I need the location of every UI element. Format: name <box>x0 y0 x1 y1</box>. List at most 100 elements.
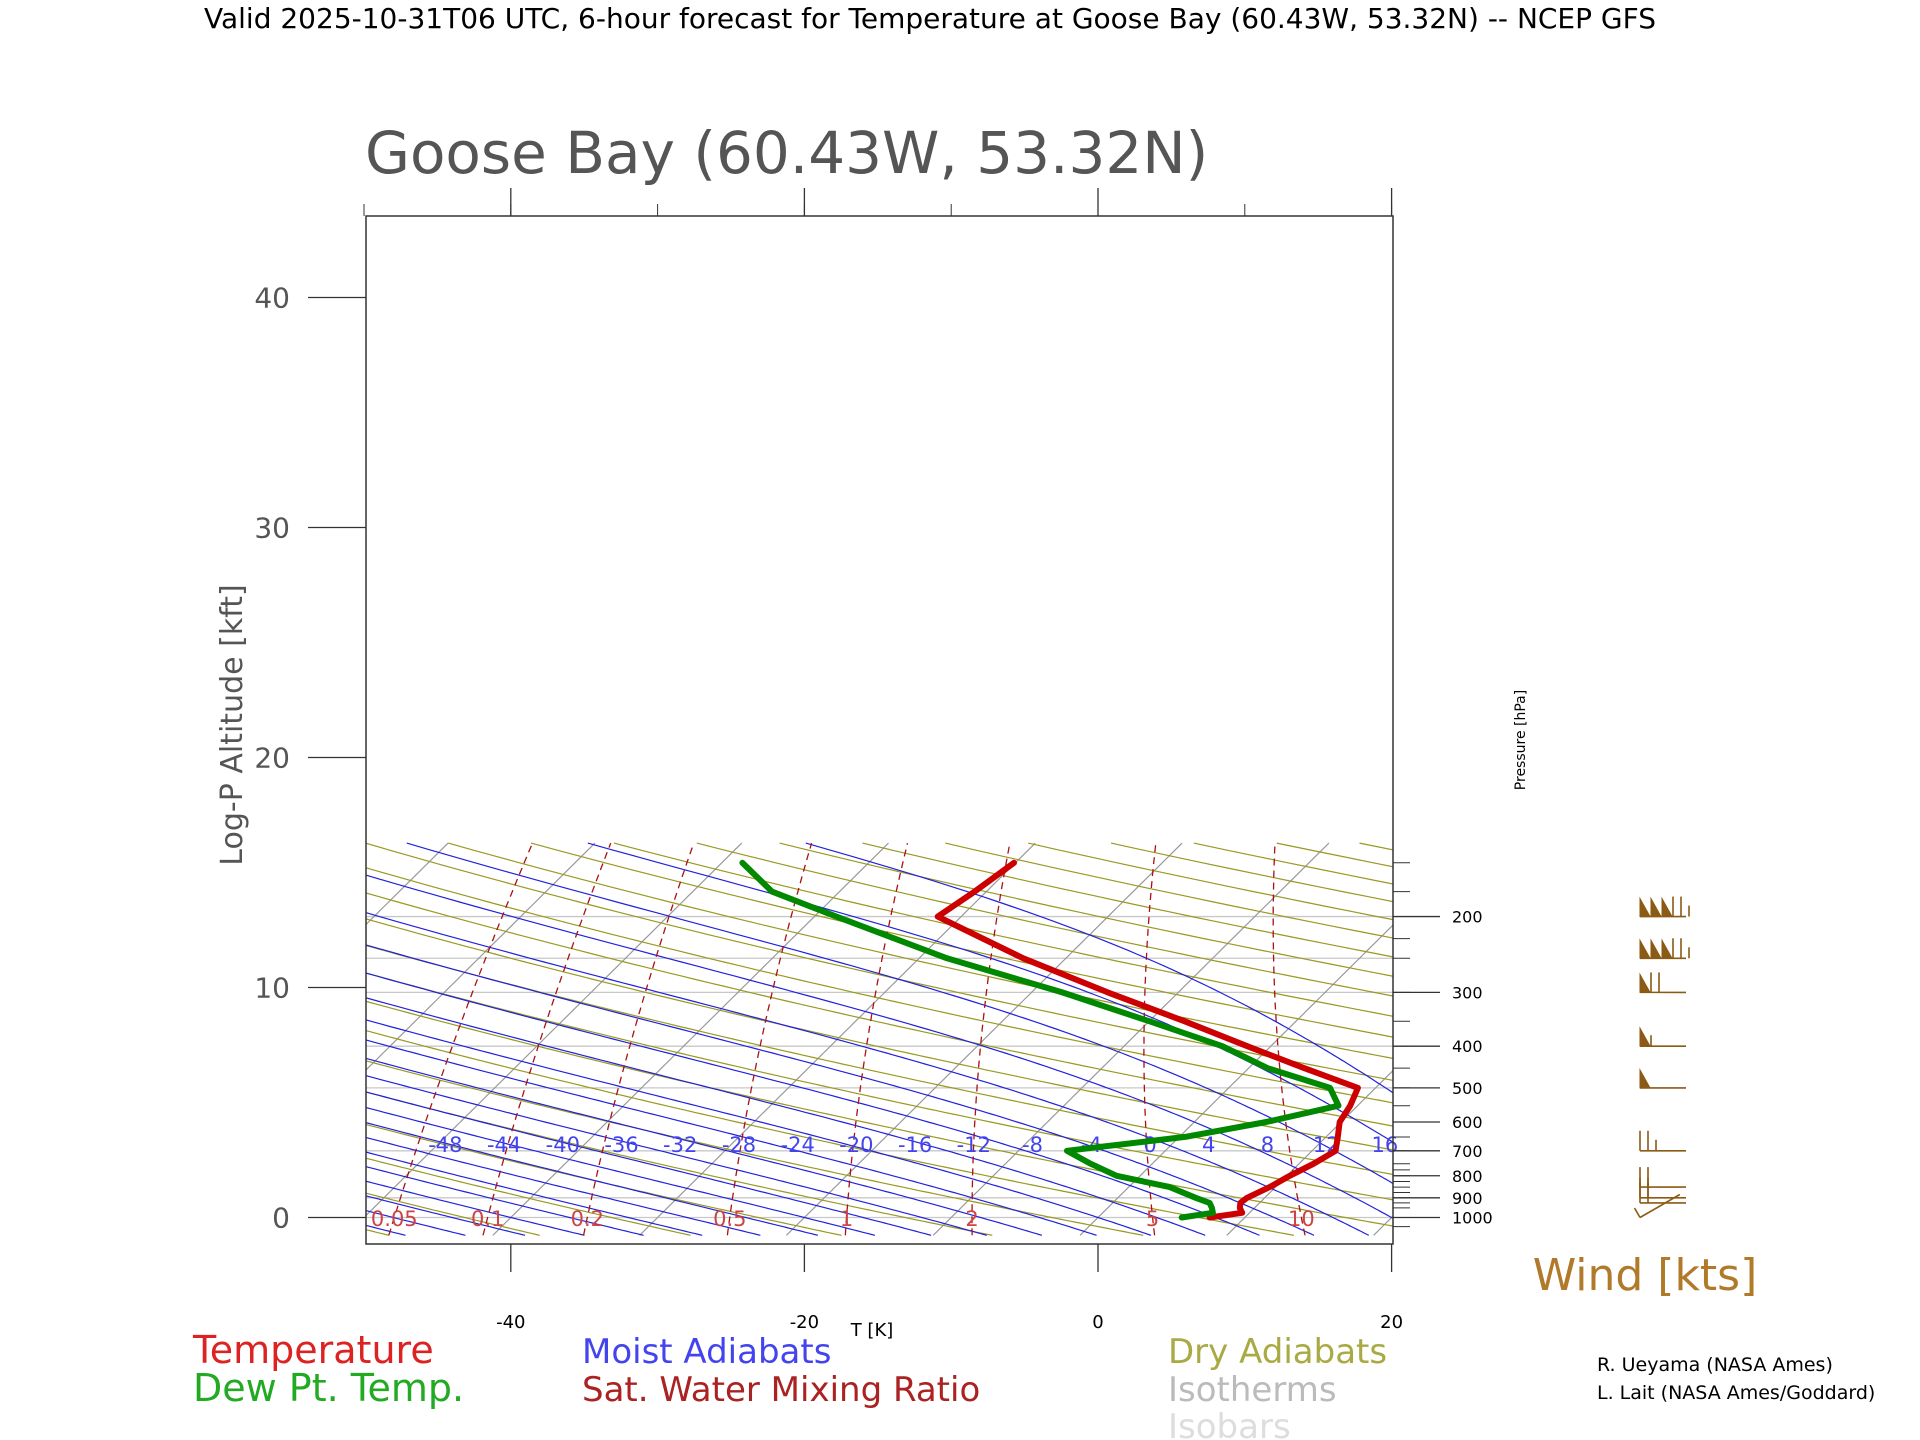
chart-title: Goose Bay (60.43W, 53.32N) <box>365 119 1208 187</box>
mixing-ratio-lines <box>388 842 1306 1236</box>
dry-adiabat-line <box>366 1029 1295 1236</box>
wind-barb <box>1639 1026 1687 1047</box>
moist-adiabat-line <box>366 972 1260 1236</box>
pressure-tick-label: 600 <box>1452 1113 1483 1132</box>
isotherm-line <box>932 842 1330 1236</box>
dry-adiabat-line <box>696 842 1393 997</box>
moist-adiabat-line <box>366 1136 761 1236</box>
dry-adiabat-line <box>366 1060 1144 1236</box>
isotherm-line <box>0 843 8 1235</box>
dry-adiabat-line <box>366 1192 540 1236</box>
moist-adiabat-label: 0 <box>1143 1133 1156 1157</box>
moist-adiabat-label: -20 <box>839 1133 873 1157</box>
wind-barbs <box>1633 896 1690 1219</box>
isotherm-line <box>1079 924 1393 1236</box>
dry-adiabat-line <box>1774 843 1920 1235</box>
moist-adiabat-line <box>805 842 1393 1094</box>
moist-adiabat-line <box>366 1122 819 1236</box>
pressure-tick-label: 1000 <box>1452 1209 1493 1228</box>
moist-adiabat-label: -36 <box>604 1133 638 1157</box>
mixing-ratio-line <box>582 842 695 1236</box>
legend-isobars: Isobars <box>1168 1407 1291 1440</box>
barb-flag <box>1639 1067 1651 1089</box>
moist-adiabat-line <box>366 1224 406 1236</box>
credit-lait: L. Lait (NASA Ames/Goddard) <box>1597 1382 1875 1404</box>
moist-adiabat-label: -16 <box>898 1133 932 1157</box>
pressure-tick-label: 700 <box>1452 1142 1483 1161</box>
pressure-tick-label: 900 <box>1452 1189 1483 1208</box>
isotherm-line <box>366 842 596 1071</box>
isotherm-line <box>0 843 155 1235</box>
dry-adiabat-line <box>1608 843 1920 1235</box>
mixing-ratio-labels: 0.05 0.1 0.2 0.5 1 2 5 10 <box>371 1207 1315 1231</box>
dry-adiabat-line <box>366 1123 842 1236</box>
moist-adiabat-labels: -48 -44 -40 -36 -32 -28 -24 -20 -16 -12 -8 -4 0 4 8 12 1… <box>428 1133 1398 1157</box>
isotherm-line <box>639 842 1036 1236</box>
x-axis-label: T [K] <box>850 1320 894 1341</box>
dry-adiabat-line <box>366 944 1393 1176</box>
mixing-ratio-label: 2 <box>965 1207 978 1231</box>
temperature-tick-label: 20 <box>1380 1312 1403 1333</box>
temperature-tick-label: -40 <box>496 1312 525 1333</box>
moist-adiabat-line <box>366 1091 932 1236</box>
dry-adiabat-line <box>945 842 1393 939</box>
pressure-tick-label: 200 <box>1452 908 1483 927</box>
barb-flag <box>1650 938 1662 959</box>
legend-dewpoint: Dew Pt. Temp. <box>193 1366 464 1410</box>
moist-adiabat-lines <box>0 842 1393 1236</box>
moist-adiabat-label: -32 <box>663 1133 697 1157</box>
dry-adiabat-line <box>366 918 1393 1151</box>
legend-moist-adiabats: Moist Adiabats <box>582 1332 831 1372</box>
dry-adiabat-line <box>448 842 1393 1060</box>
legend-dry-adiabats: Dry Adiabats <box>1168 1332 1387 1372</box>
altitude-tick-label: 40 <box>254 282 290 315</box>
mixing-ratio-label: 10 <box>1288 1207 1315 1231</box>
pressure-axis-label: Pressure [hPa] <box>1513 690 1529 790</box>
mixing-ratio-line <box>844 842 909 1236</box>
mixing-ratio-label: 0.5 <box>713 1207 746 1231</box>
header-line: Valid 2025-10-31T06 UTC, 6-hour forecast… <box>204 2 1656 35</box>
moist-adiabat-line <box>366 1195 526 1236</box>
moist-adiabat-line <box>366 912 1370 1236</box>
moist-adiabat-label: -8 <box>1022 1133 1043 1157</box>
pressure-tick-label: 800 <box>1452 1167 1483 1186</box>
moist-adiabat-line <box>366 1019 1152 1236</box>
credit-ueyama: R. Ueyama (NASA Ames) <box>1597 1354 1833 1376</box>
barb-flag <box>1661 896 1673 918</box>
moist-adiabat-line <box>0 843 285 1235</box>
isotherm-line <box>366 842 449 926</box>
mixing-ratio-line <box>1143 843 1157 1236</box>
temperature-tick-label: 0 <box>1092 1312 1103 1333</box>
isotherm-line <box>0 843 301 1235</box>
moist-adiabat-label: 4 <box>1202 1133 1215 1157</box>
dry-adiabat-line <box>613 842 1393 1017</box>
wind-label: Wind [kts] <box>1533 1250 1758 1301</box>
barb-flag <box>1639 1026 1651 1047</box>
dry-adiabat-line <box>366 1229 390 1236</box>
dry-adiabat-line <box>1691 843 1920 1235</box>
barb-flag <box>1639 896 1651 918</box>
mixing-ratio-label: 0.1 <box>471 1207 504 1231</box>
dry-adiabat-line <box>1525 843 1920 1235</box>
moist-adiabat-line <box>366 1166 644 1236</box>
moist-adiabat-line <box>366 1039 1097 1236</box>
sounding-series <box>739 859 1361 1221</box>
wind-barb <box>1639 938 1690 960</box>
isotherm-line <box>366 842 743 1217</box>
wind-barb <box>1639 1130 1687 1152</box>
moist-adiabat-label: 8 <box>1261 1133 1274 1157</box>
plot-frame <box>365 215 1394 1245</box>
mixing-ratio-label: 1 <box>840 1207 853 1231</box>
isotherm-line <box>1373 1215 1393 1236</box>
wind-barb <box>1639 896 1690 918</box>
mixing-ratio-line <box>726 842 813 1236</box>
moist-adiabat-label: -40 <box>546 1133 580 1157</box>
altitude-tick-label: 0 <box>272 1202 290 1235</box>
plot-border <box>365 215 1394 1245</box>
isotherm-line <box>1226 1069 1393 1236</box>
moist-adiabat-line <box>366 1057 1043 1236</box>
barb-half <box>1633 1207 1641 1218</box>
moist-adiabat-line <box>366 997 1206 1236</box>
wind-barb <box>1639 1067 1687 1089</box>
